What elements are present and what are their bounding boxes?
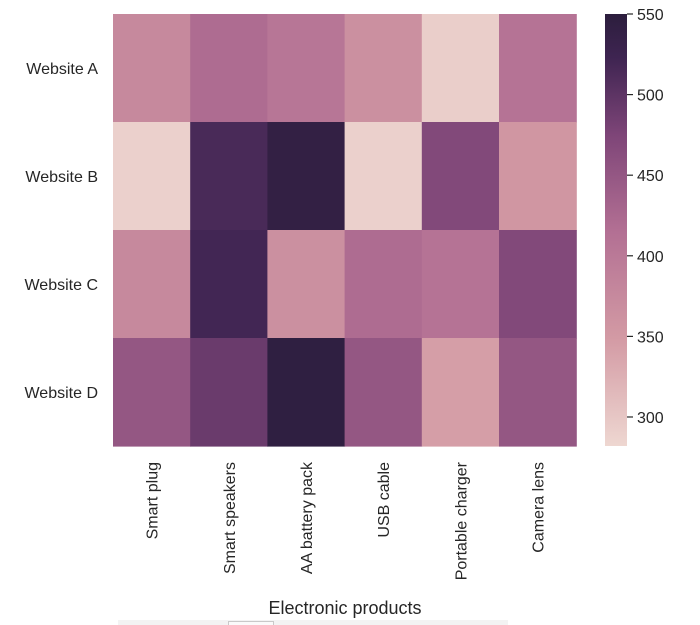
heatmap-cell xyxy=(190,230,268,339)
column-label: AA battery pack xyxy=(299,461,316,574)
colorbar-tick-label: 300 xyxy=(637,410,664,427)
row-label: Website D xyxy=(24,385,98,402)
row-label: Website C xyxy=(24,277,98,294)
heatmap-cell xyxy=(344,14,423,123)
heatmap-cell xyxy=(113,14,191,123)
heatmap-cell xyxy=(267,338,346,447)
heatmap-cell xyxy=(190,338,268,447)
column-label: Smart speakers xyxy=(222,462,239,574)
heatmap-cell xyxy=(113,230,191,339)
heatmap-cell xyxy=(499,230,577,339)
column-labels: Smart plug Smart speakers AA battery pack U… xyxy=(145,461,548,580)
heatmap-cell xyxy=(344,122,423,231)
bottom-scroll-strip xyxy=(118,620,508,625)
heatmap-cell xyxy=(113,338,191,447)
heatmap-cell xyxy=(421,14,500,123)
row-label: Website B xyxy=(25,169,98,186)
heatmap-cell xyxy=(499,122,577,231)
heatmap-cell xyxy=(267,14,346,123)
colorbar: 300 350 400 450 500 550 xyxy=(605,7,664,446)
heatmap-cell xyxy=(421,338,500,447)
colorbar-tick-label: 450 xyxy=(637,168,664,185)
heatmap-cell xyxy=(190,122,268,231)
colorbar-gradient xyxy=(605,14,627,446)
colorbar-tick-label: 400 xyxy=(637,249,664,266)
colorbar-tick-label: 350 xyxy=(637,329,664,346)
colorbar-tick-label: 550 xyxy=(637,7,664,24)
heatmap-cells xyxy=(113,14,577,447)
heatmap-cell xyxy=(421,230,500,339)
row-label: Website A xyxy=(26,61,98,78)
column-label: Camera lens xyxy=(531,462,548,553)
bottom-scroll-tab[interactable] xyxy=(228,621,274,625)
heatmap-cell xyxy=(267,122,346,231)
heatmap-cell xyxy=(267,230,346,339)
heatmap-cell xyxy=(113,122,191,231)
heatmap-cell xyxy=(190,14,268,123)
column-label: Portable charger xyxy=(453,461,470,580)
x-axis-label: Electronic products xyxy=(268,598,421,618)
column-label: USB cable xyxy=(376,462,393,538)
heatmap-cell xyxy=(344,338,423,447)
heatmap-cell xyxy=(421,122,500,231)
heatmap-cell xyxy=(499,338,577,447)
heatmap-cell xyxy=(499,14,577,123)
row-labels: Website A Website B Website C Website D xyxy=(24,61,98,402)
column-label: Smart plug xyxy=(145,462,162,539)
colorbar-tick-label: 500 xyxy=(637,88,664,105)
heatmap-cell xyxy=(344,230,423,339)
